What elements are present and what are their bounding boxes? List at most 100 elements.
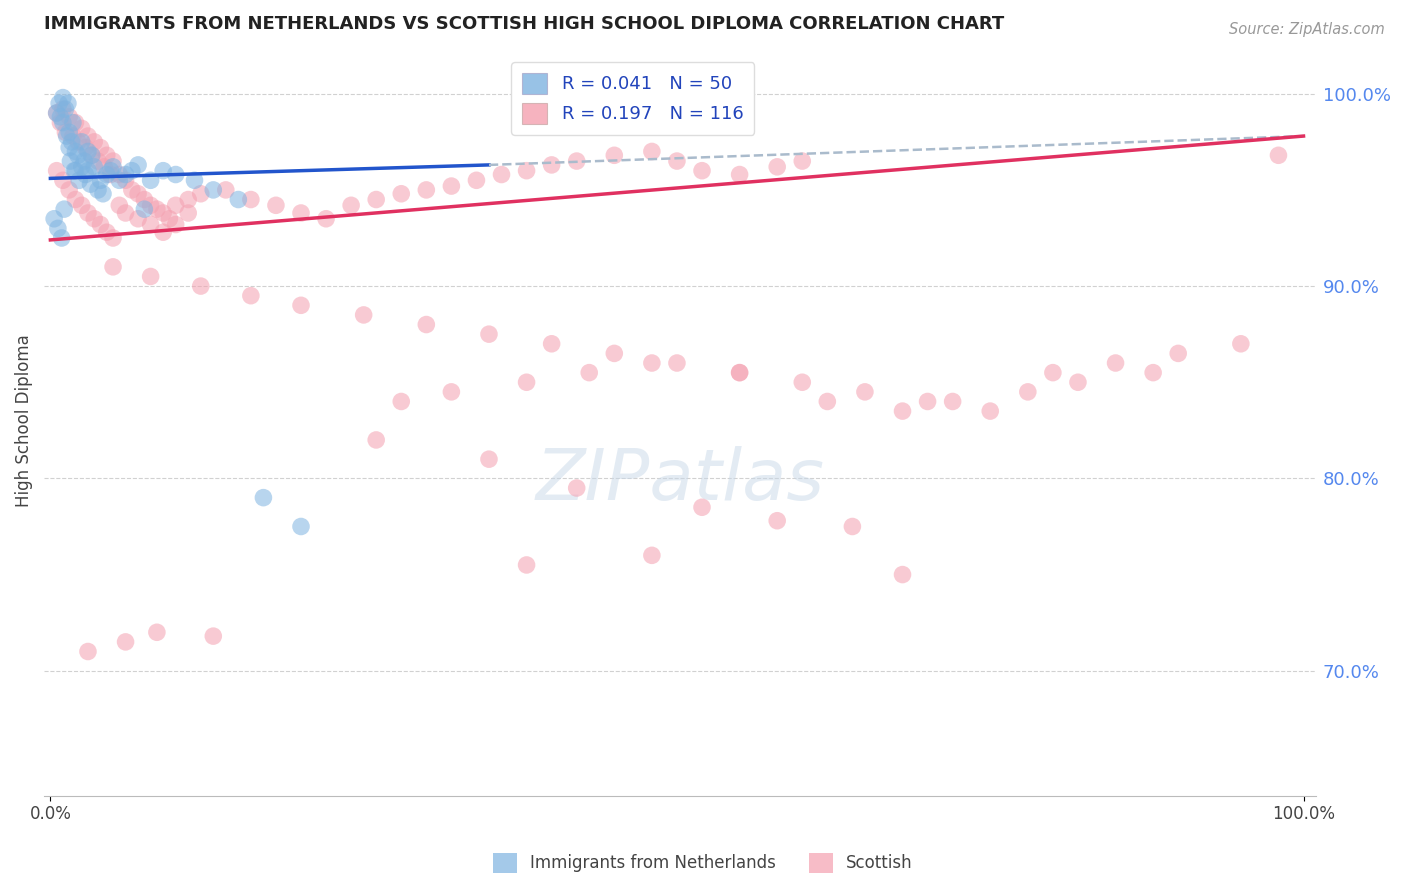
Point (389, 186, 412, 201)
Point (70, 121, 93, 136)
Point (108, 173, 131, 187)
Point (728, 168, 751, 182)
Point (114, 173, 136, 187)
Point (65, 145, 87, 159)
Point (366, 433, 388, 447)
Point (565, 481, 588, 495)
Point (139, 218, 162, 232)
Point (641, 549, 664, 563)
Point (96, 148, 118, 162)
Point (48, 96, 70, 111)
Point (540, 336, 562, 351)
Point (665, 356, 688, 370)
Point (290, 206, 312, 220)
Point (165, 198, 187, 212)
Point (389, 394, 412, 409)
Point (45, 106, 67, 120)
Point (70, 160, 93, 174)
Point (491, 168, 513, 182)
Point (942, 394, 965, 409)
Point (89, 218, 111, 232)
Point (979, 404, 1001, 418)
Point (766, 160, 789, 174)
Point (75, 140, 97, 154)
Point (146, 625, 169, 640)
Point (45, 163, 67, 178)
Point (70, 198, 93, 212)
Point (60, 135, 83, 149)
Point (114, 168, 136, 182)
Point (159, 211, 181, 226)
Point (77, 206, 100, 220)
Point (516, 163, 538, 178)
Point (83, 211, 105, 226)
Point (91, 186, 114, 201)
Point (1167, 346, 1189, 360)
Point (73, 154, 96, 169)
Point (65, 115, 87, 129)
Point (340, 198, 363, 212)
Point (77, 145, 100, 159)
Point (58, 125, 80, 139)
Point (67, 173, 90, 187)
Point (46, 221, 69, 235)
Point (89, 140, 111, 154)
Point (65, 163, 87, 178)
Point (44, 211, 66, 226)
Point (127, 158, 149, 172)
Point (52, 90, 75, 104)
Point (641, 145, 664, 159)
Point (1267, 148, 1289, 162)
Point (100, 163, 122, 178)
Point (56, 96, 79, 111)
Text: Source: ZipAtlas.com: Source: ZipAtlas.com (1229, 22, 1385, 37)
Text: IMMIGRANTS FROM NETHERLANDS VS SCOTTISH HIGH SCHOOL DIPLOMA CORRELATION CHART: IMMIGRANTS FROM NETHERLANDS VS SCOTTISH … (44, 15, 1004, 33)
Point (190, 279, 212, 293)
Point (415, 318, 437, 332)
Point (478, 327, 501, 342)
Point (87, 183, 110, 197)
Point (108, 198, 131, 212)
Point (264, 198, 287, 212)
Point (51, 231, 73, 245)
Legend: Immigrants from Netherlands, Scottish: Immigrants from Netherlands, Scottish (486, 847, 920, 880)
Point (1104, 356, 1126, 370)
Point (728, 366, 751, 380)
Point (127, 211, 149, 226)
Point (290, 519, 312, 533)
Point (603, 148, 626, 162)
Point (578, 366, 600, 380)
Point (146, 202, 169, 216)
Point (52, 115, 75, 129)
Point (190, 186, 212, 201)
Point (891, 404, 914, 418)
Point (228, 193, 250, 207)
Point (62, 129, 84, 144)
Point (202, 629, 225, 643)
Point (440, 384, 463, 399)
Point (134, 202, 156, 216)
Point (77, 163, 100, 178)
Point (100, 168, 122, 182)
Point (66, 135, 89, 149)
Point (792, 376, 814, 390)
Point (177, 193, 200, 207)
Point (152, 206, 174, 220)
Point (516, 376, 538, 390)
Point (62, 115, 84, 129)
Point (55, 102, 77, 116)
Point (77, 129, 100, 144)
Point (79, 177, 101, 191)
Point (841, 519, 863, 533)
Point (96, 168, 118, 182)
Point (1017, 384, 1039, 399)
Point (815, 394, 838, 409)
Point (52, 102, 75, 116)
Point (83, 135, 105, 149)
Point (89, 173, 111, 187)
Point (290, 298, 312, 312)
Point (70, 135, 93, 149)
Point (690, 500, 713, 515)
Point (1230, 336, 1253, 351)
Legend: R = 0.041   N = 50, R = 0.197   N = 116: R = 0.041 N = 50, R = 0.197 N = 116 (510, 62, 754, 135)
